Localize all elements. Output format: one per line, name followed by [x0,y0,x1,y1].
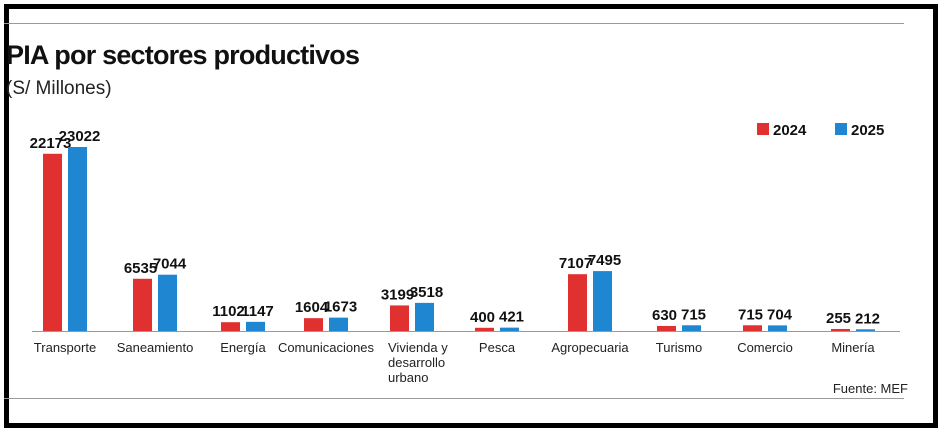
bar-2024 [743,325,762,331]
bar-2025 [329,317,348,331]
value-label-2025: 704 [767,306,793,323]
category-label: Transporte [34,340,96,355]
value-label-2024: 1604 [295,299,329,316]
category-label-line: Vivienda y [388,340,448,355]
category-label-line: desarrollo [388,355,445,370]
chart-subtitle: (S/ Millones) [6,78,112,99]
value-label-2025: 212 [855,310,880,327]
bar-2025 [415,302,434,331]
value-label-2024: 400 [470,309,495,326]
value-label-2024: 7107 [559,255,592,272]
category-label-line: urbano [388,370,428,385]
bar-2024 [133,278,152,331]
value-label-2025: 1147 [241,303,274,320]
value-label-2025: 23022 [59,128,101,145]
value-label-2025: 1673 [324,299,357,316]
value-label-2024: 6535 [124,260,157,277]
value-label-2024: 1102 [212,303,245,320]
category-label: Comunicaciones [278,340,375,355]
bar-2024 [221,322,240,331]
top-divider [4,23,904,24]
source-note: Fuente: MEF [832,381,908,396]
bar-2025 [68,147,87,331]
value-label-2024: 22173 [30,135,72,152]
category-label: Comercio [737,340,793,355]
bar-2024 [831,328,850,331]
value-label-2025: 715 [681,306,706,323]
bar-2024 [657,325,676,331]
value-label-2025: 7495 [588,252,621,269]
bar-2024 [568,274,587,331]
bar-2024 [475,327,494,331]
category-label: Minería [831,340,875,355]
category-label: Turismo [656,340,702,355]
value-label-2025: 3518 [410,284,443,301]
bar-2024 [390,305,409,331]
bar-2025 [856,329,875,331]
value-label-2025: 421 [499,309,524,326]
legend-label-2025: 2025 [851,122,884,139]
legend-swatch-2024 [757,123,769,135]
chart-title: PIA por sectores productivos [6,40,360,70]
bar-2025 [500,327,519,331]
value-label-2024: 3199 [381,286,414,303]
category-label: Agropecuaria [551,340,629,355]
bar-2025 [246,321,265,331]
bar-2025 [768,325,787,331]
bar-2025 [593,271,612,331]
legend-label-2024: 2024 [773,122,807,139]
category-label: Saneamiento [117,340,194,355]
value-label-2024: 630 [652,307,677,324]
bar-2025 [682,325,701,331]
category-label: Energía [220,340,266,355]
category-label: Pesca [479,340,516,355]
bar-2024 [304,318,323,331]
value-label-2025: 7044 [153,256,187,273]
bar-2025 [158,274,177,331]
chart-frame [4,4,938,428]
bottom-divider [4,398,904,399]
value-label-2024: 715 [738,306,763,323]
bar-2024 [43,153,62,331]
value-label-2024: 255 [826,310,851,327]
legend-swatch-2025 [835,123,847,135]
